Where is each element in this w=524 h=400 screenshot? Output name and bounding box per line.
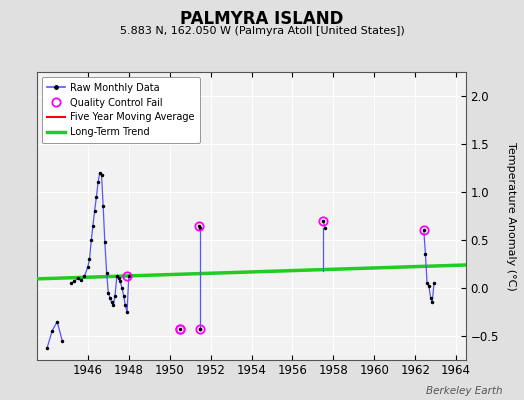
Legend: Raw Monthly Data, Quality Control Fail, Five Year Moving Average, Long-Term Tren: Raw Monthly Data, Quality Control Fail, … — [41, 77, 200, 143]
Text: PALMYRA ISLAND: PALMYRA ISLAND — [180, 10, 344, 28]
Y-axis label: Temperature Anomaly (°C): Temperature Anomaly (°C) — [506, 142, 516, 290]
Text: 5.883 N, 162.050 W (Palmyra Atoll [United States]): 5.883 N, 162.050 W (Palmyra Atoll [Unite… — [119, 26, 405, 36]
Text: Berkeley Earth: Berkeley Earth — [427, 386, 503, 396]
